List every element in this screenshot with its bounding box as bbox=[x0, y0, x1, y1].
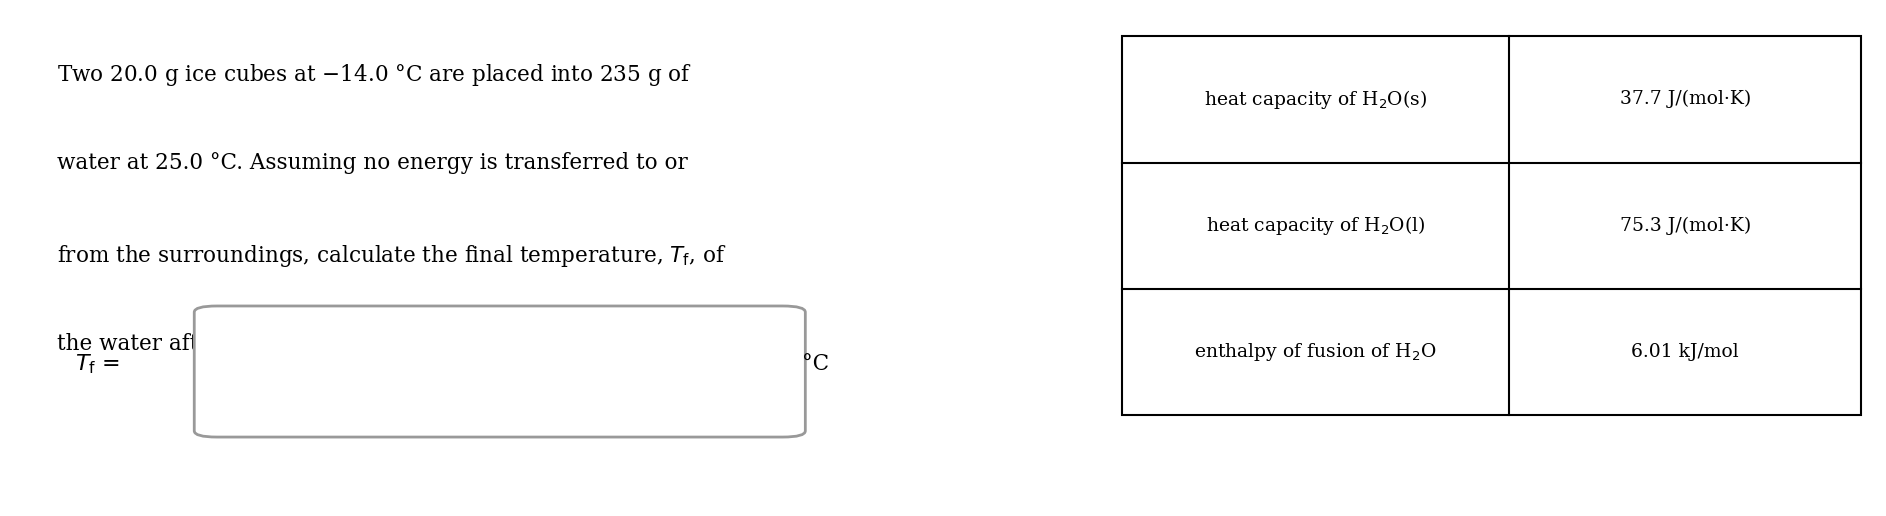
Text: $T_{\rm f}$ =: $T_{\rm f}$ = bbox=[75, 352, 121, 376]
Text: 37.7 J/(mol·K): 37.7 J/(mol·K) bbox=[1620, 90, 1750, 108]
FancyBboxPatch shape bbox=[194, 306, 805, 437]
Text: heat capacity of H$_2$O(l): heat capacity of H$_2$O(l) bbox=[1205, 214, 1426, 237]
Text: 75.3 J/(mol·K): 75.3 J/(mol·K) bbox=[1620, 217, 1750, 235]
Text: heat capacity of H$_2$O(s): heat capacity of H$_2$O(s) bbox=[1203, 88, 1428, 111]
Text: 6.01 kJ/mol: 6.01 kJ/mol bbox=[1631, 343, 1739, 361]
Text: °C: °C bbox=[802, 353, 828, 375]
Text: water at 25.0 °C. Assuming no energy is transferred to or: water at 25.0 °C. Assuming no energy is … bbox=[57, 152, 687, 174]
Text: Two 20.0 g ice cubes at $-$14.0 °C are placed into 235 g of: Two 20.0 g ice cubes at $-$14.0 °C are p… bbox=[57, 62, 692, 88]
Text: the water after all the ice melts.: the water after all the ice melts. bbox=[57, 333, 409, 355]
Text: from the surroundings, calculate the final temperature, $T_{\rm f}$, of: from the surroundings, calculate the fin… bbox=[57, 243, 726, 268]
Text: enthalpy of fusion of H$_2$O: enthalpy of fusion of H$_2$O bbox=[1194, 341, 1437, 363]
